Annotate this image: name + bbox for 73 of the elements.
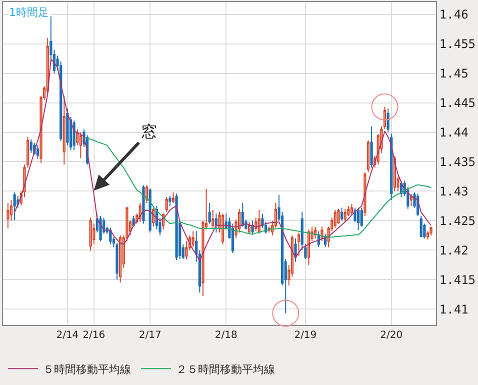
y-tick-label: 1.415 — [439, 272, 476, 287]
y-tick-label: 1.425 — [439, 214, 476, 228]
candlestick — [350, 204, 354, 216]
candlestick — [222, 213, 224, 245]
candlestick — [6, 202, 10, 229]
candlestick — [145, 184, 148, 204]
candlestick — [165, 196, 168, 212]
candlestick — [30, 138, 32, 154]
candlestick — [36, 144, 40, 160]
y-tick-label: 1.44 — [439, 125, 468, 140]
x-tick-label: 2/19 — [294, 330, 317, 341]
candlestick — [366, 140, 370, 173]
legend-label: ２５時間移動平均線 — [176, 362, 275, 376]
candlestick — [360, 207, 363, 228]
candlestick — [175, 193, 178, 261]
y-tick-label: 1.41 — [439, 302, 468, 316]
candlestick — [426, 230, 430, 240]
candlestick — [357, 207, 360, 231]
y-tick-label: 1.43 — [439, 184, 468, 198]
candlestick — [62, 95, 66, 166]
candlestick — [248, 221, 251, 234]
candlestick — [13, 192, 16, 221]
candlestick — [390, 132, 393, 201]
x-tick-label: 2/20 — [380, 330, 403, 341]
candlestick — [99, 215, 102, 242]
annotation: 窓 — [141, 122, 157, 141]
candlestick — [66, 108, 69, 146]
legend-label: ５時間移動平均線 — [43, 362, 131, 376]
candlestick — [241, 202, 244, 228]
candlestick — [79, 132, 82, 159]
y-tick-label: 1.455 — [439, 37, 476, 52]
candlestick — [152, 207, 155, 228]
candlestick — [251, 220, 254, 234]
x-tick-label: 2/17 — [138, 330, 162, 341]
candlestick — [119, 234, 122, 284]
candlestick — [410, 194, 413, 206]
y-tick-label: 1.435 — [439, 154, 476, 169]
y-tick-label: 1.42 — [439, 243, 468, 258]
candlestick — [307, 229, 310, 266]
candlestick — [148, 188, 152, 233]
candlestick — [334, 210, 336, 228]
line-series — [14, 58, 432, 262]
candlestick — [168, 195, 172, 206]
candlestick — [314, 226, 317, 239]
candlestick — [72, 120, 76, 150]
candlestick — [420, 215, 422, 238]
chart-title: 1時間足 — [9, 6, 49, 19]
candlestick — [337, 208, 340, 224]
candlestick — [142, 184, 145, 224]
candlestick — [294, 238, 297, 262]
x-tick-label: 2/14 — [56, 330, 79, 341]
candlestick — [208, 202, 211, 224]
candlestick — [212, 210, 214, 228]
candlestick — [340, 207, 344, 222]
candlestick — [320, 226, 324, 242]
x-tick-label: 2/16 — [82, 330, 106, 341]
y-tick-label: 1.46 — [439, 8, 468, 22]
candlestick — [109, 227, 112, 245]
x-tick-label: 2/18 — [214, 330, 238, 341]
candlestick — [298, 232, 300, 257]
candlestick — [138, 202, 142, 222]
candlestick — [370, 126, 373, 168]
candlestick — [89, 217, 92, 252]
candlestick — [258, 210, 260, 234]
y-tick-label: 1.445 — [439, 96, 476, 110]
candlestick — [386, 108, 390, 133]
candlestick — [172, 192, 175, 204]
candlestick — [344, 208, 346, 222]
candlestick — [430, 226, 432, 236]
line-series — [83, 137, 432, 238]
y-tick-label: 1.45 — [439, 66, 468, 81]
candlestick — [214, 213, 218, 233]
candlestick — [192, 230, 194, 248]
